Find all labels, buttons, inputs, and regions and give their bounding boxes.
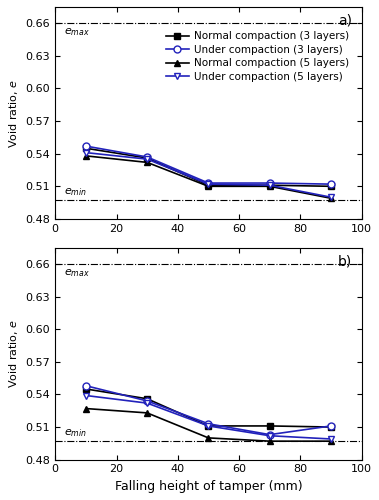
Text: $e_{max}$: $e_{max}$ <box>64 267 90 279</box>
Legend: Normal compaction (3 layers), Under compaction (3 layers), Normal compaction (5 : Normal compaction (3 layers), Under comp… <box>162 27 353 86</box>
Text: $e_{max}$: $e_{max}$ <box>64 26 90 38</box>
Text: a): a) <box>338 14 352 28</box>
Text: b): b) <box>338 254 352 268</box>
Text: $e_{min}$: $e_{min}$ <box>64 427 88 439</box>
Text: $e_{min}$: $e_{min}$ <box>64 186 88 198</box>
X-axis label: Falling height of tamper (mm): Falling height of tamper (mm) <box>114 480 302 493</box>
Y-axis label: Void ratio, $e$: Void ratio, $e$ <box>7 319 20 388</box>
Y-axis label: Void ratio, $e$: Void ratio, $e$ <box>7 78 20 148</box>
